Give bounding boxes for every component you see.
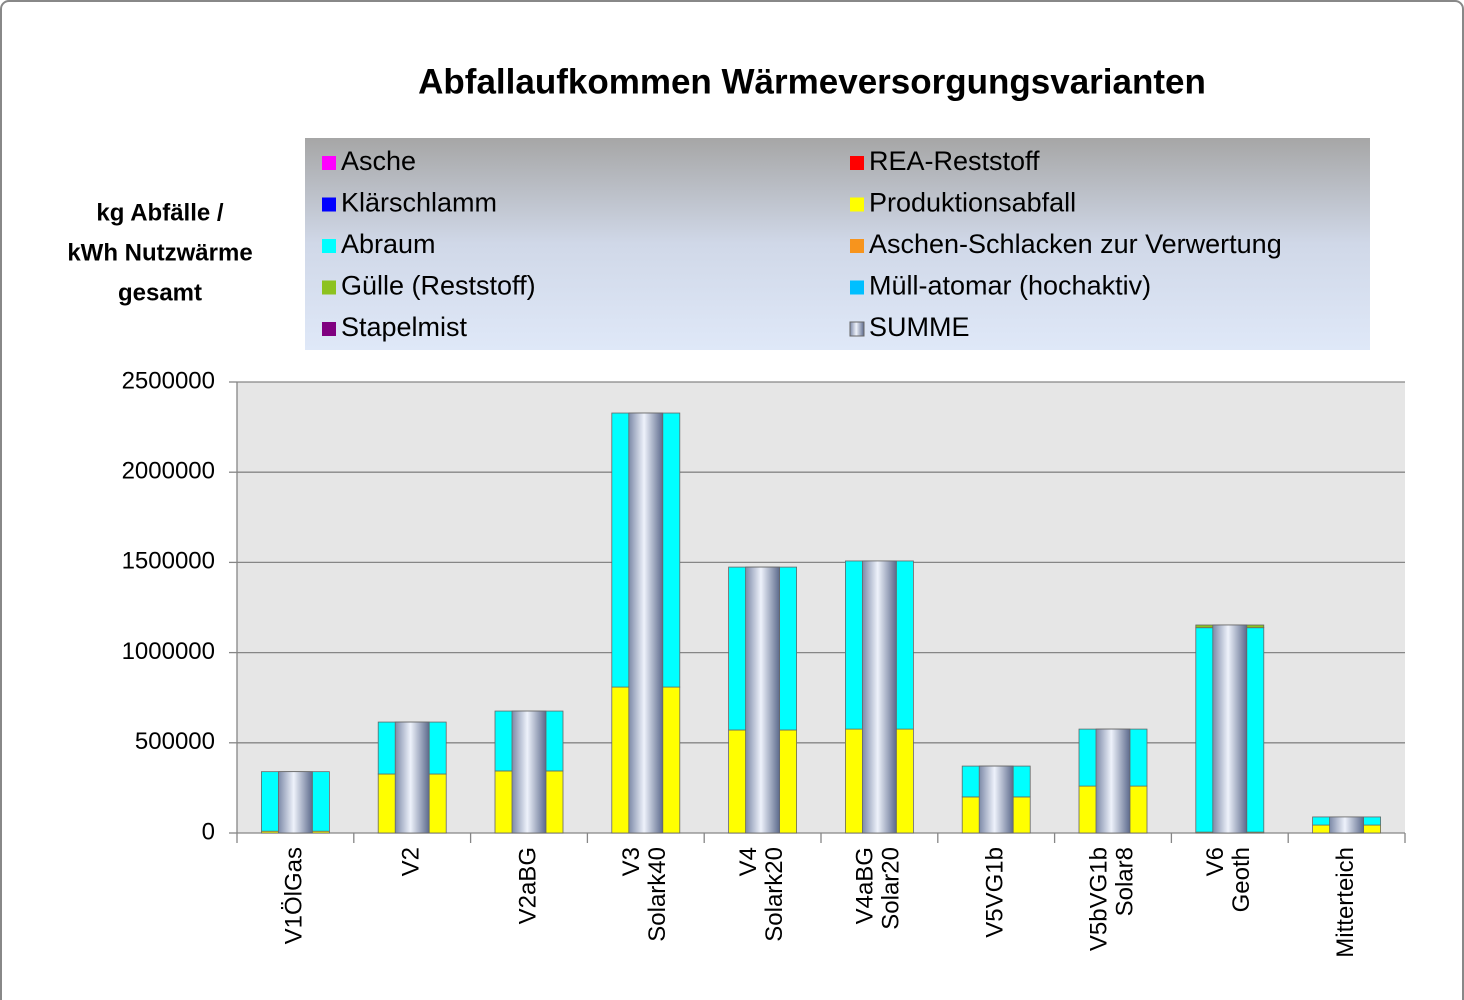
legend-swatch	[850, 280, 864, 295]
total-bar	[511, 710, 547, 834]
legend-label: Klärschlamm	[341, 188, 497, 218]
legend-swatch	[849, 321, 865, 337]
x-tick-label: V6	[1202, 847, 1229, 876]
y-axis-label: kWh Nutzwärme	[67, 239, 252, 266]
x-tick-label: V4	[735, 847, 762, 876]
x-tick-label: V2	[398, 847, 425, 876]
x-tick-label: V3	[618, 847, 645, 876]
x-tick-label: V1ÖlGas	[281, 847, 308, 944]
x-tick-label: Solar8	[1111, 847, 1138, 916]
total-bar	[628, 412, 664, 834]
legend-swatch	[322, 156, 336, 170]
y-tick-label: 500000	[135, 728, 215, 755]
legend-swatch	[850, 156, 864, 170]
y-tick-label: 0	[202, 818, 215, 845]
y-tick-label: 2000000	[122, 458, 215, 485]
legend-label: REA-Reststoff	[869, 146, 1040, 176]
x-tick-label: V2aBG	[514, 847, 541, 924]
total-bar	[1212, 624, 1248, 834]
total-bar	[1329, 816, 1364, 834]
total-bar	[394, 721, 430, 834]
total-bar	[862, 560, 897, 834]
y-tick-label: 1500000	[122, 548, 215, 575]
chart-title: Abfallaufkommen Wärmeversorgungsvariante…	[418, 62, 1206, 101]
legend-swatch	[850, 239, 864, 253]
legend-swatch	[850, 197, 864, 212]
x-tick-label: Solark20	[761, 847, 788, 942]
legend-label: Asche	[341, 146, 416, 176]
total-bar	[978, 765, 1014, 834]
y-tick-label: 1000000	[122, 638, 215, 665]
legend-swatch	[322, 280, 336, 295]
legend-label: Stapelmist	[341, 312, 468, 342]
legend-label: Müll-atomar (hochaktiv)	[869, 271, 1151, 301]
total-bar	[745, 566, 780, 834]
legend-swatch	[322, 197, 336, 212]
x-tick-label: V4aBG	[852, 847, 879, 924]
x-tick-label: Geoth	[1228, 847, 1255, 912]
legend-swatch	[322, 239, 336, 253]
total-bar	[1095, 728, 1131, 834]
x-tick-label: Solar20	[878, 847, 905, 930]
total-bar	[277, 771, 313, 834]
x-tick-label: Mitterteich	[1332, 847, 1359, 958]
y-axis-label: kg Abfälle /	[96, 199, 223, 226]
legend-label: Gülle (Reststoff)	[341, 271, 536, 301]
y-tick-label: 2500000	[122, 367, 215, 394]
legend-label: Aschen-Schlacken zur Verwertung	[869, 229, 1282, 259]
x-tick-label: Solark40	[644, 847, 671, 942]
legend-label: SUMME	[869, 312, 970, 342]
legend-label: Produktionsabfall	[869, 188, 1076, 218]
x-tick-label: V5bVG1b	[1085, 847, 1112, 951]
y-axis-label: gesamt	[118, 279, 202, 306]
legend-box	[305, 138, 1370, 350]
x-tick-label: V5VG1b	[982, 847, 1009, 938]
legend-swatch	[322, 322, 336, 336]
legend-label: Abraum	[341, 229, 436, 259]
